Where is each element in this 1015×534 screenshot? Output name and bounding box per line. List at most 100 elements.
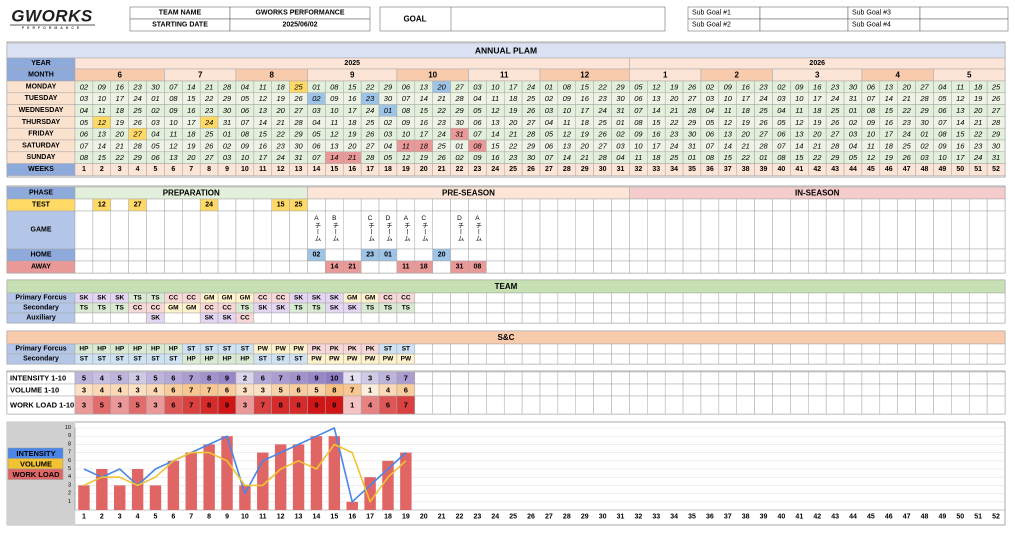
code-cell bbox=[503, 302, 523, 314]
x-tick-label: 45 bbox=[867, 514, 875, 521]
event-cell bbox=[182, 260, 201, 274]
code: HP bbox=[187, 356, 197, 363]
date: 19 bbox=[509, 106, 518, 115]
date: 12 bbox=[402, 153, 411, 162]
bar bbox=[149, 485, 162, 510]
x-tick-label: 21 bbox=[438, 514, 446, 521]
x-tick-label: 13 bbox=[295, 514, 303, 521]
x-tick-label: 24 bbox=[491, 514, 499, 521]
code-cell bbox=[468, 292, 487, 304]
date: 09 bbox=[241, 141, 250, 150]
x-tick-label: 27 bbox=[545, 514, 553, 521]
load-cell bbox=[861, 383, 881, 397]
code: ST bbox=[241, 346, 249, 353]
load-cell bbox=[825, 395, 845, 415]
date: 15 bbox=[491, 141, 500, 150]
date: 28 bbox=[454, 94, 464, 103]
event-cell bbox=[664, 198, 684, 212]
date: 08 bbox=[241, 130, 250, 139]
event-cell bbox=[790, 260, 809, 274]
load-cell bbox=[647, 395, 666, 415]
load-value: 6 bbox=[404, 386, 408, 395]
event-cell bbox=[754, 198, 773, 212]
event-cell bbox=[647, 210, 666, 250]
event-cell bbox=[808, 210, 827, 250]
month: 4 bbox=[895, 71, 900, 80]
code: CC bbox=[258, 295, 268, 302]
week-number: 52 bbox=[992, 166, 1000, 173]
event-cell bbox=[879, 198, 898, 212]
code-cell bbox=[700, 302, 720, 314]
event-date: 01 bbox=[384, 252, 392, 259]
event-cell bbox=[557, 260, 577, 274]
event-cell bbox=[164, 210, 183, 250]
code: CC bbox=[240, 315, 250, 322]
code-cell bbox=[486, 353, 505, 365]
legend-label: INTENSITY bbox=[16, 449, 55, 458]
load-cell bbox=[539, 371, 559, 385]
date: 17 bbox=[259, 153, 268, 162]
event-date: 02 bbox=[313, 252, 321, 259]
date: 19 bbox=[742, 118, 751, 127]
y-tick-label: 4 bbox=[68, 474, 71, 480]
date: 09 bbox=[563, 94, 572, 103]
date: 29 bbox=[615, 82, 625, 91]
game-name: Aチーム bbox=[313, 215, 321, 242]
event-cell bbox=[468, 198, 487, 212]
code-cell bbox=[414, 302, 433, 314]
date: 25 bbox=[991, 82, 1001, 91]
date: 29 bbox=[687, 118, 697, 127]
event-cell bbox=[235, 248, 255, 262]
code-cell bbox=[861, 343, 881, 355]
bar bbox=[221, 436, 233, 510]
week-number: 47 bbox=[903, 166, 911, 173]
section-title: S&C bbox=[498, 333, 515, 342]
code: CC bbox=[276, 295, 286, 302]
date: 18 bbox=[742, 106, 751, 115]
code-cell bbox=[843, 343, 863, 355]
code-cell bbox=[575, 353, 594, 365]
load-cell bbox=[879, 395, 898, 415]
y-tick-label: 7 bbox=[68, 450, 71, 456]
event-cell bbox=[575, 210, 594, 250]
date: 18 bbox=[348, 118, 357, 127]
week-number: 33 bbox=[652, 166, 660, 173]
event-cell bbox=[575, 248, 594, 262]
load-value: 7 bbox=[189, 374, 193, 383]
code-cell bbox=[772, 292, 791, 304]
code-cell bbox=[307, 312, 326, 324]
row-label: WEDNESDAY bbox=[19, 107, 64, 114]
date: 02 bbox=[616, 130, 625, 139]
code-cell bbox=[414, 292, 433, 304]
week-number: 26 bbox=[527, 166, 535, 173]
week-number: 51 bbox=[974, 166, 982, 173]
date: 04 bbox=[545, 118, 553, 127]
date: 06 bbox=[938, 106, 947, 115]
event-cell bbox=[772, 210, 791, 250]
code: HP bbox=[205, 356, 215, 363]
load-value: 9 bbox=[314, 401, 318, 410]
date: 24 bbox=[669, 141, 678, 150]
week-number: 44 bbox=[849, 166, 857, 173]
date: 07 bbox=[634, 106, 643, 115]
date: 27 bbox=[687, 94, 697, 103]
bar bbox=[346, 501, 358, 510]
event-cell bbox=[843, 210, 863, 250]
code-cell bbox=[432, 353, 451, 365]
event-date: 23 bbox=[366, 252, 374, 259]
date: 06 bbox=[706, 130, 715, 139]
load-value: 6 bbox=[261, 374, 265, 383]
date: 11 bbox=[330, 118, 338, 127]
row-label: THURSDAY bbox=[22, 119, 61, 126]
code-cell bbox=[986, 292, 1006, 304]
code: ST bbox=[402, 346, 410, 353]
load-cell bbox=[825, 383, 845, 397]
date: 10 bbox=[491, 82, 500, 91]
load-cell bbox=[968, 395, 988, 415]
date: 26 bbox=[830, 118, 840, 127]
code-cell bbox=[879, 353, 898, 365]
load-value: 6 bbox=[171, 401, 175, 410]
event-cell bbox=[736, 260, 755, 274]
code-cell bbox=[378, 312, 398, 324]
date: 04 bbox=[706, 106, 714, 115]
